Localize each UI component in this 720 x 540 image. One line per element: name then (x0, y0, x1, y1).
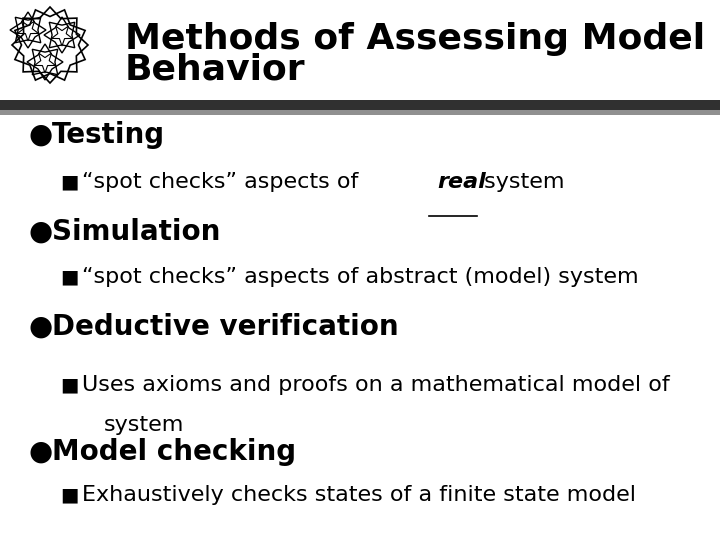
Text: Uses axioms and proofs on a mathematical model of: Uses axioms and proofs on a mathematical… (82, 375, 670, 395)
Text: ●: ● (28, 218, 53, 246)
Text: ■: ■ (60, 485, 78, 504)
Text: ●: ● (28, 313, 53, 341)
Text: real: real (437, 172, 486, 192)
Bar (0, 100, 720, 110)
Text: Exhaustively checks states of a finite state model: Exhaustively checks states of a finite s… (82, 485, 636, 505)
Text: Methods of Assessing Model: Methods of Assessing Model (125, 22, 705, 56)
Text: Simulation: Simulation (52, 218, 220, 246)
Text: Testing: Testing (52, 121, 165, 149)
Text: Model checking: Model checking (52, 438, 296, 466)
Text: Behavior: Behavior (125, 52, 305, 86)
Text: Deductive verification: Deductive verification (52, 313, 399, 341)
Polygon shape (35, 53, 55, 73)
Text: system: system (477, 172, 565, 192)
Polygon shape (17, 21, 38, 41)
Text: ■: ■ (60, 172, 78, 192)
Text: “spot checks” aspects of abstract (model) system: “spot checks” aspects of abstract (model… (82, 267, 639, 287)
Text: ●: ● (28, 121, 53, 149)
Text: ■: ■ (60, 267, 78, 287)
Text: system: system (104, 415, 184, 435)
Polygon shape (52, 26, 73, 46)
Text: ●: ● (28, 438, 53, 466)
Text: ■: ■ (60, 375, 78, 395)
Text: “spot checks” aspects of: “spot checks” aspects of (82, 172, 366, 192)
Bar (0, 110, 720, 115)
